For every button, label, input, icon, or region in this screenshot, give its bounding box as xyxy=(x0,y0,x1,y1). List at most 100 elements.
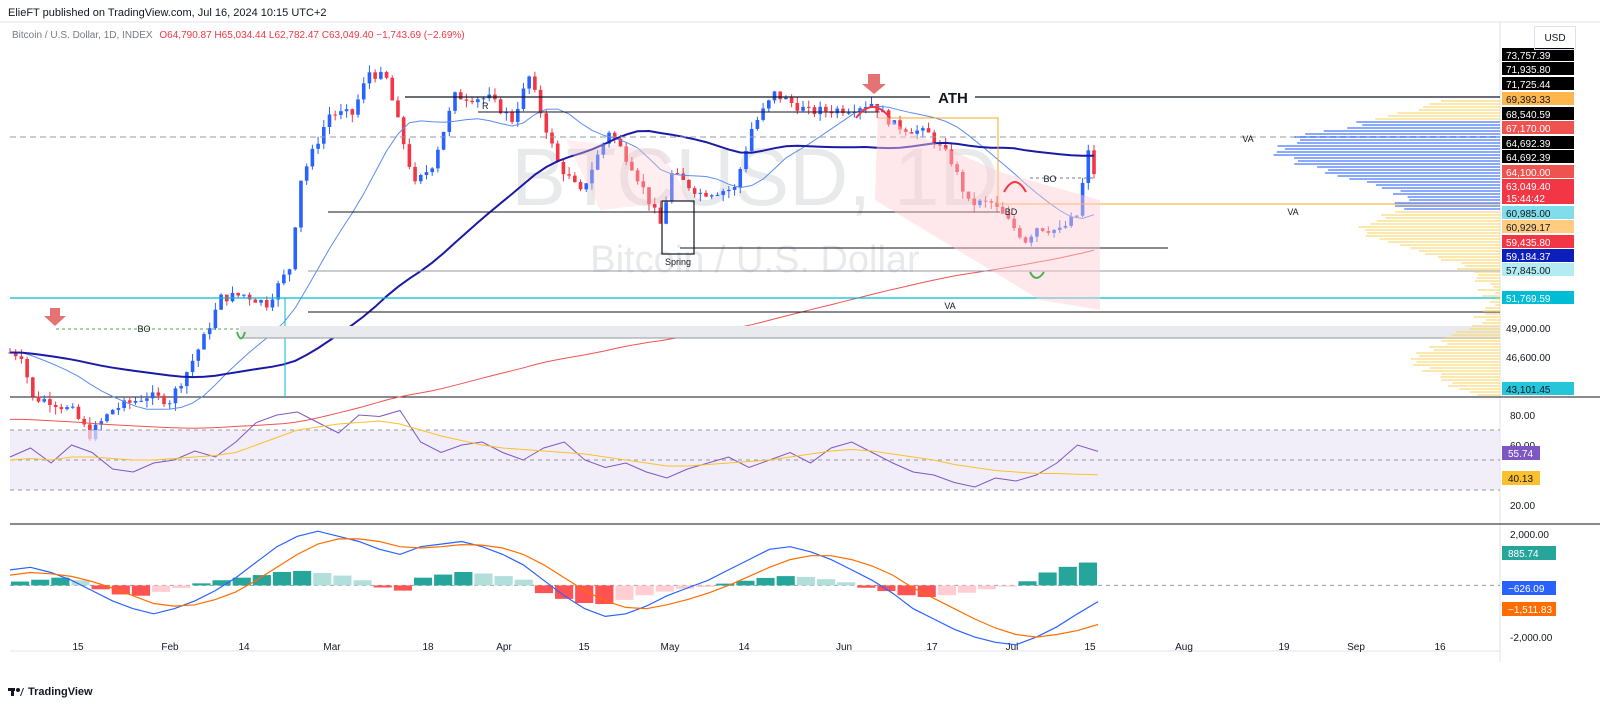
symbol-name: Bitcoin / U.S. Dollar, 1D, INDEX xyxy=(12,30,153,41)
volume-bar xyxy=(1471,325,1500,327)
price-label-bg xyxy=(1502,107,1574,120)
candle-body xyxy=(938,144,942,146)
volume-bar xyxy=(1347,127,1500,129)
macd-histogram-bar xyxy=(615,585,634,600)
macd-histogram-bar xyxy=(71,580,90,586)
candle-body xyxy=(692,188,697,194)
r-label: R xyxy=(482,101,489,111)
rsi-axis-label: 80.00 xyxy=(1510,411,1535,422)
x-tick-label: 17 xyxy=(926,642,938,653)
candle-body xyxy=(270,299,275,308)
candle-body xyxy=(573,175,577,183)
volume-bar xyxy=(1297,142,1500,144)
macd-histogram-bar xyxy=(212,580,231,586)
candle-body xyxy=(624,146,628,162)
volume-bar xyxy=(1356,121,1500,123)
macd-value-bg xyxy=(1502,546,1556,560)
macd-histogram-bar xyxy=(635,585,654,596)
price-axis-label: 59,435.80 xyxy=(1506,238,1551,249)
rsi-ma-line xyxy=(9,420,1099,476)
candle-body xyxy=(230,292,235,302)
candle-body xyxy=(207,328,212,335)
price-axis-label: 46,600.00 xyxy=(1506,353,1551,364)
macd-histogram-bar xyxy=(776,576,795,586)
top-arc-2 xyxy=(1003,181,1027,193)
candle-body xyxy=(709,195,714,197)
candle-body xyxy=(116,408,121,410)
candle-body xyxy=(767,100,771,109)
macd-histogram-bar xyxy=(413,577,433,586)
candle-body xyxy=(236,292,241,296)
candle-body xyxy=(173,388,178,404)
volume-bar xyxy=(1349,178,1500,180)
macd-histogram-bar xyxy=(978,585,997,590)
candle-body xyxy=(555,143,560,163)
volume-bar xyxy=(1422,106,1500,108)
volume-bar xyxy=(1447,343,1500,345)
candle-body xyxy=(350,109,355,115)
candle-body xyxy=(42,399,47,402)
candle-body xyxy=(407,144,412,167)
volume-bar xyxy=(1477,289,1500,291)
volume-bar xyxy=(1452,382,1500,384)
candle-body xyxy=(567,174,571,176)
candle-body xyxy=(247,294,252,300)
candle-body xyxy=(242,294,246,296)
price-label-bg xyxy=(1502,77,1574,90)
volume-bar xyxy=(1485,307,1500,309)
macd-histogram-bar xyxy=(555,585,574,599)
candle-body xyxy=(578,182,583,190)
candle-body xyxy=(498,99,503,114)
gray-zone xyxy=(240,326,1500,338)
macd-value: 885.74 xyxy=(1508,549,1539,560)
macd-histogram-bar xyxy=(333,575,352,586)
macd-histogram-bar xyxy=(474,573,493,586)
candle-body xyxy=(806,106,811,108)
candle-body xyxy=(983,200,988,202)
candle-body xyxy=(932,132,937,145)
candle-body xyxy=(139,400,144,402)
price-axis-label: 49,000.00 xyxy=(1506,324,1551,335)
x-tick-label: 19 xyxy=(1278,642,1290,653)
candle-body xyxy=(1023,237,1028,243)
macd-histogram-bar xyxy=(1038,572,1057,586)
candle-body xyxy=(76,406,81,419)
candle-body xyxy=(316,143,320,149)
x-tick-label: 15 xyxy=(578,642,590,653)
candle-body xyxy=(470,100,474,103)
candle-body xyxy=(846,112,851,114)
candle-body xyxy=(972,198,976,206)
candle-body xyxy=(755,119,760,129)
volume-bar xyxy=(1476,277,1500,279)
volume-bar xyxy=(1294,157,1500,159)
macd-axis-label: 2,000.00 xyxy=(1510,530,1549,541)
candle-body xyxy=(48,399,52,405)
macd-histogram-bar xyxy=(51,577,70,586)
x-tick-label: May xyxy=(661,642,680,653)
macd-histogram-bar xyxy=(514,579,533,586)
macd-histogram-bar xyxy=(31,579,50,586)
candle-body xyxy=(1035,228,1039,237)
currency-button[interactable]: USD xyxy=(1534,26,1576,50)
price-label-bg xyxy=(1502,235,1574,248)
candle-body xyxy=(909,132,914,134)
price-label-bg xyxy=(1502,121,1574,134)
candle-body xyxy=(903,129,908,133)
volume-bar xyxy=(1381,187,1500,189)
candle-body xyxy=(869,103,874,107)
candle-body xyxy=(361,83,366,100)
candle-body xyxy=(396,100,400,118)
volume-bar xyxy=(1490,283,1500,285)
candle-body xyxy=(732,187,737,190)
candles xyxy=(8,65,1096,442)
tradingview-logo[interactable]: TradingView xyxy=(8,686,93,698)
macd-histogram-bar xyxy=(313,573,332,586)
price-label-bg xyxy=(1502,136,1574,149)
price-label-bg xyxy=(1502,150,1574,163)
price-axis-label: 64,100.00 xyxy=(1506,168,1551,179)
candle-body xyxy=(738,169,743,188)
candle-body xyxy=(122,400,126,409)
volume-bar xyxy=(1400,244,1500,246)
volume-bar xyxy=(1482,322,1500,324)
